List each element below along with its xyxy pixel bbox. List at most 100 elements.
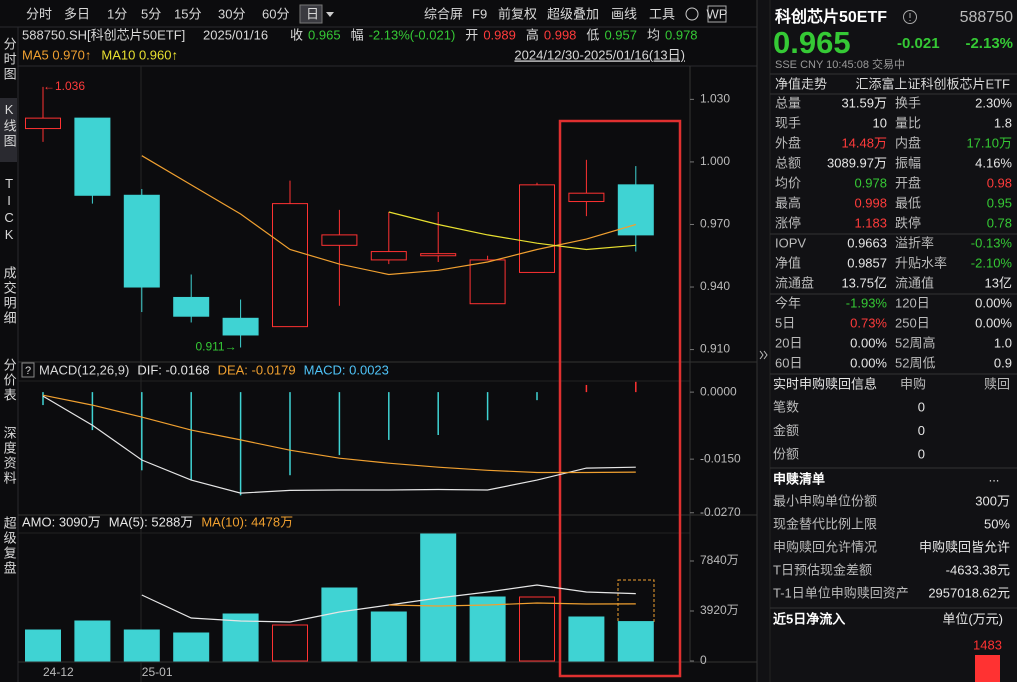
stat-value: 31.59万 (841, 95, 887, 110)
candle-body (370, 251, 407, 261)
y-tick-label: 0.0000 (700, 384, 737, 398)
period-tab[interactable]: 日 (306, 6, 319, 21)
badge-box (707, 5, 727, 23)
highlight-box (558, 119, 682, 678)
stat-value: 14.48万 (841, 135, 887, 150)
period-tab[interactable]: 15分 (174, 6, 201, 21)
dropdown-icon[interactable] (326, 12, 334, 17)
y-tick-label: 0.940 (700, 279, 730, 293)
candle-body (420, 253, 457, 257)
quote-value: 0.989 (483, 27, 516, 42)
side-tab[interactable]: 成交明细 (2, 266, 17, 326)
stat-value: 0.978 (854, 175, 887, 190)
period-tab[interactable]: 30分 (218, 6, 245, 21)
high-annotation: ←1.036 (43, 79, 85, 93)
volume-legend: MA(5): 5288万 (109, 514, 194, 529)
section-title: 申赎清单 (773, 471, 825, 486)
row-value: 300万 (975, 493, 1010, 508)
stat-label: 振幅 (895, 155, 921, 170)
stat-label: 涨停 (775, 215, 801, 230)
macd-title: MACD(12,26,9) (39, 362, 129, 377)
stat-label: 流通盘 (775, 275, 814, 290)
candle-body (568, 192, 605, 203)
stat-value: 0.98 (987, 175, 1012, 190)
price-change: -0.021 (897, 35, 940, 52)
collapse-icon[interactable] (759, 350, 768, 360)
stat-value: 2.30% (975, 95, 1012, 110)
row-label: 金额 (773, 423, 799, 438)
candle-body (173, 296, 210, 317)
stat-value: 0.00% (850, 335, 887, 350)
y-tick-label: -0.0270 (700, 505, 741, 519)
quote-label: 幅 (351, 27, 364, 42)
volume-bar (519, 596, 555, 662)
unit-label: 单位(万元) (942, 611, 1003, 626)
stat-label: 总额 (775, 155, 801, 170)
period-tab[interactable]: 60分 (262, 6, 289, 21)
volume-bar (370, 611, 407, 662)
stat-value: -1.93% (846, 295, 888, 310)
tool-button[interactable]: 超级叠加 (547, 6, 599, 21)
tool-button[interactable]: 画线 (611, 6, 637, 21)
more-button[interactable]: ... (989, 469, 1000, 484)
stat-value: 0.9 (994, 355, 1012, 370)
column-header: 赎回 (984, 376, 1010, 391)
volume-bar (123, 629, 160, 662)
volume-ma10-line (388, 602, 636, 607)
side-tab[interactable]: 分价表 (2, 358, 17, 403)
period-tab[interactable]: 1分 (107, 6, 127, 21)
side-tab[interactable]: 深度资料 (2, 426, 17, 486)
side-tab[interactable]: TICK (2, 176, 17, 244)
tool-button[interactable]: F9 (472, 6, 487, 21)
ma-legend: MA5 0.970↑ (22, 47, 91, 62)
tool-button[interactable]: 工具 (649, 6, 675, 21)
market-meta: SSE CNY 10:45:08 交易中 (775, 57, 905, 71)
quote-value: -2.13%(-0.021) (369, 27, 456, 42)
row-value: 申购赎回皆允许 (919, 539, 1010, 554)
side-tab[interactable]: 分时图 (2, 37, 17, 82)
stat-value: 0.73% (850, 315, 887, 330)
volume-bar (321, 587, 358, 662)
period-tab[interactable]: 5分 (141, 6, 161, 21)
stat-value: 1.183 (854, 215, 887, 230)
period-tab[interactable]: 多日 (64, 6, 90, 21)
stat-label: 120日 (895, 295, 930, 310)
stat-label: 最高 (775, 195, 801, 210)
help-icon[interactable]: ? (25, 365, 31, 377)
candle-body (321, 234, 358, 246)
y-tick-label: 0.910 (700, 342, 730, 356)
nav-title[interactable]: 净值走势 (775, 76, 827, 91)
candle-body (617, 184, 654, 236)
flow-bar (975, 655, 1000, 682)
stat-label: 溢折率 (895, 235, 934, 250)
row-label: T-1日单位申购赎回资产 (773, 585, 909, 600)
quote-label: 收 (290, 27, 303, 42)
period-tab[interactable]: 分时 (26, 6, 52, 21)
stat-label: 5日 (775, 315, 795, 330)
volume-bar (617, 621, 654, 662)
y-tick-label: 3920万 (700, 603, 739, 617)
stat-value: 0.95 (987, 195, 1012, 210)
volume-legend: MA(10): 4478万 (201, 514, 293, 529)
badge[interactable]: WP (707, 6, 728, 21)
y-tick-label: 0.970 (700, 217, 730, 231)
row-value: 0 (918, 423, 925, 438)
volume-bar (173, 632, 210, 662)
side-tab[interactable]: 超级复盘 (2, 516, 17, 576)
info-icon[interactable] (903, 10, 917, 24)
tool-button[interactable]: 综合屏 (424, 6, 463, 21)
quote-label: 均 (647, 27, 660, 42)
side-tab[interactable]: K线图 (2, 102, 17, 149)
stat-label: 开盘 (895, 175, 921, 190)
stat-value: 0.998 (854, 195, 887, 210)
volume-bar (272, 624, 308, 662)
stat-value: -2.10% (971, 255, 1013, 270)
candle-body (469, 259, 506, 305)
y-tick-label: 0 (700, 653, 707, 667)
date-range: 2024/12/30-2025/01/16(13日) (514, 47, 685, 62)
tool-button[interactable]: 前复权 (498, 6, 537, 21)
settings-icon[interactable] (685, 7, 699, 21)
stat-value: 13.75亿 (841, 275, 887, 290)
macd-legend: DEA: -0.0179 (218, 362, 296, 377)
